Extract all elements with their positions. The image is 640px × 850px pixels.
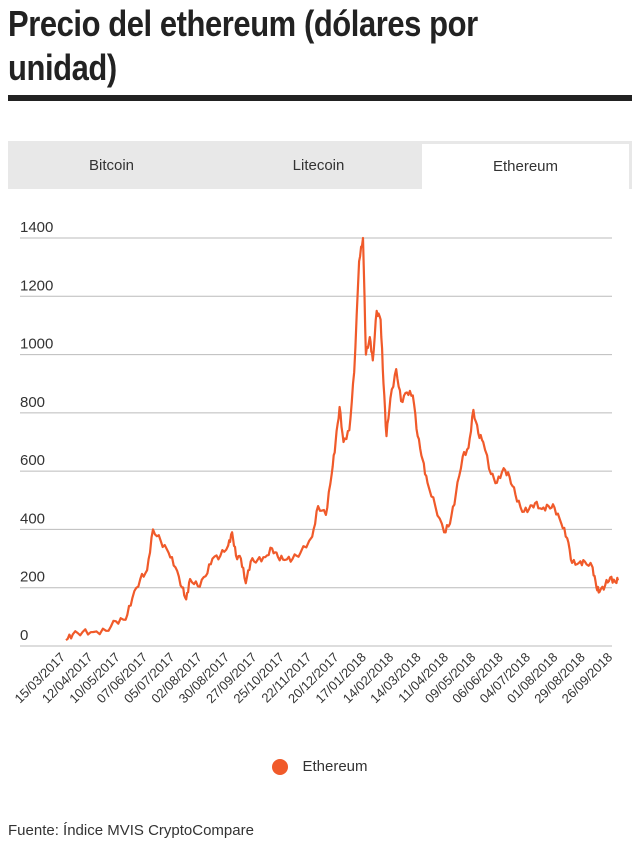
series-line-ethereum: [65, 236, 620, 642]
tab-bar: Bitcoin Litecoin Ethereum: [8, 141, 632, 189]
tab-ethereum[interactable]: Ethereum: [422, 141, 632, 189]
page-title: Precio del ethereum (dólares por unidad): [8, 3, 478, 88]
price-line-chart: 020040060080010001200140015/03/201712/04…: [11, 219, 620, 706]
y-tick-label: 1400: [20, 219, 53, 236]
y-tick-label: 800: [20, 394, 45, 411]
y-tick-label: 200: [20, 569, 45, 586]
y-tick-label: 0: [20, 627, 28, 644]
y-tick-label: 1200: [20, 277, 53, 294]
legend-swatch: [272, 758, 289, 775]
chart-legend[interactable]: Ethereum: [0, 758, 640, 775]
title-divider: [8, 95, 632, 101]
y-tick-label: 1000: [20, 336, 53, 353]
tab-bitcoin[interactable]: Bitcoin: [88, 156, 135, 174]
source-note: Fuente: Índice MVIS CryptoCompare: [8, 822, 254, 839]
legend-label: Ethereum: [302, 758, 368, 775]
tab-litecoin[interactable]: Litecoin: [292, 156, 345, 174]
y-tick-label: 400: [20, 510, 45, 527]
y-tick-label: 600: [20, 452, 45, 469]
